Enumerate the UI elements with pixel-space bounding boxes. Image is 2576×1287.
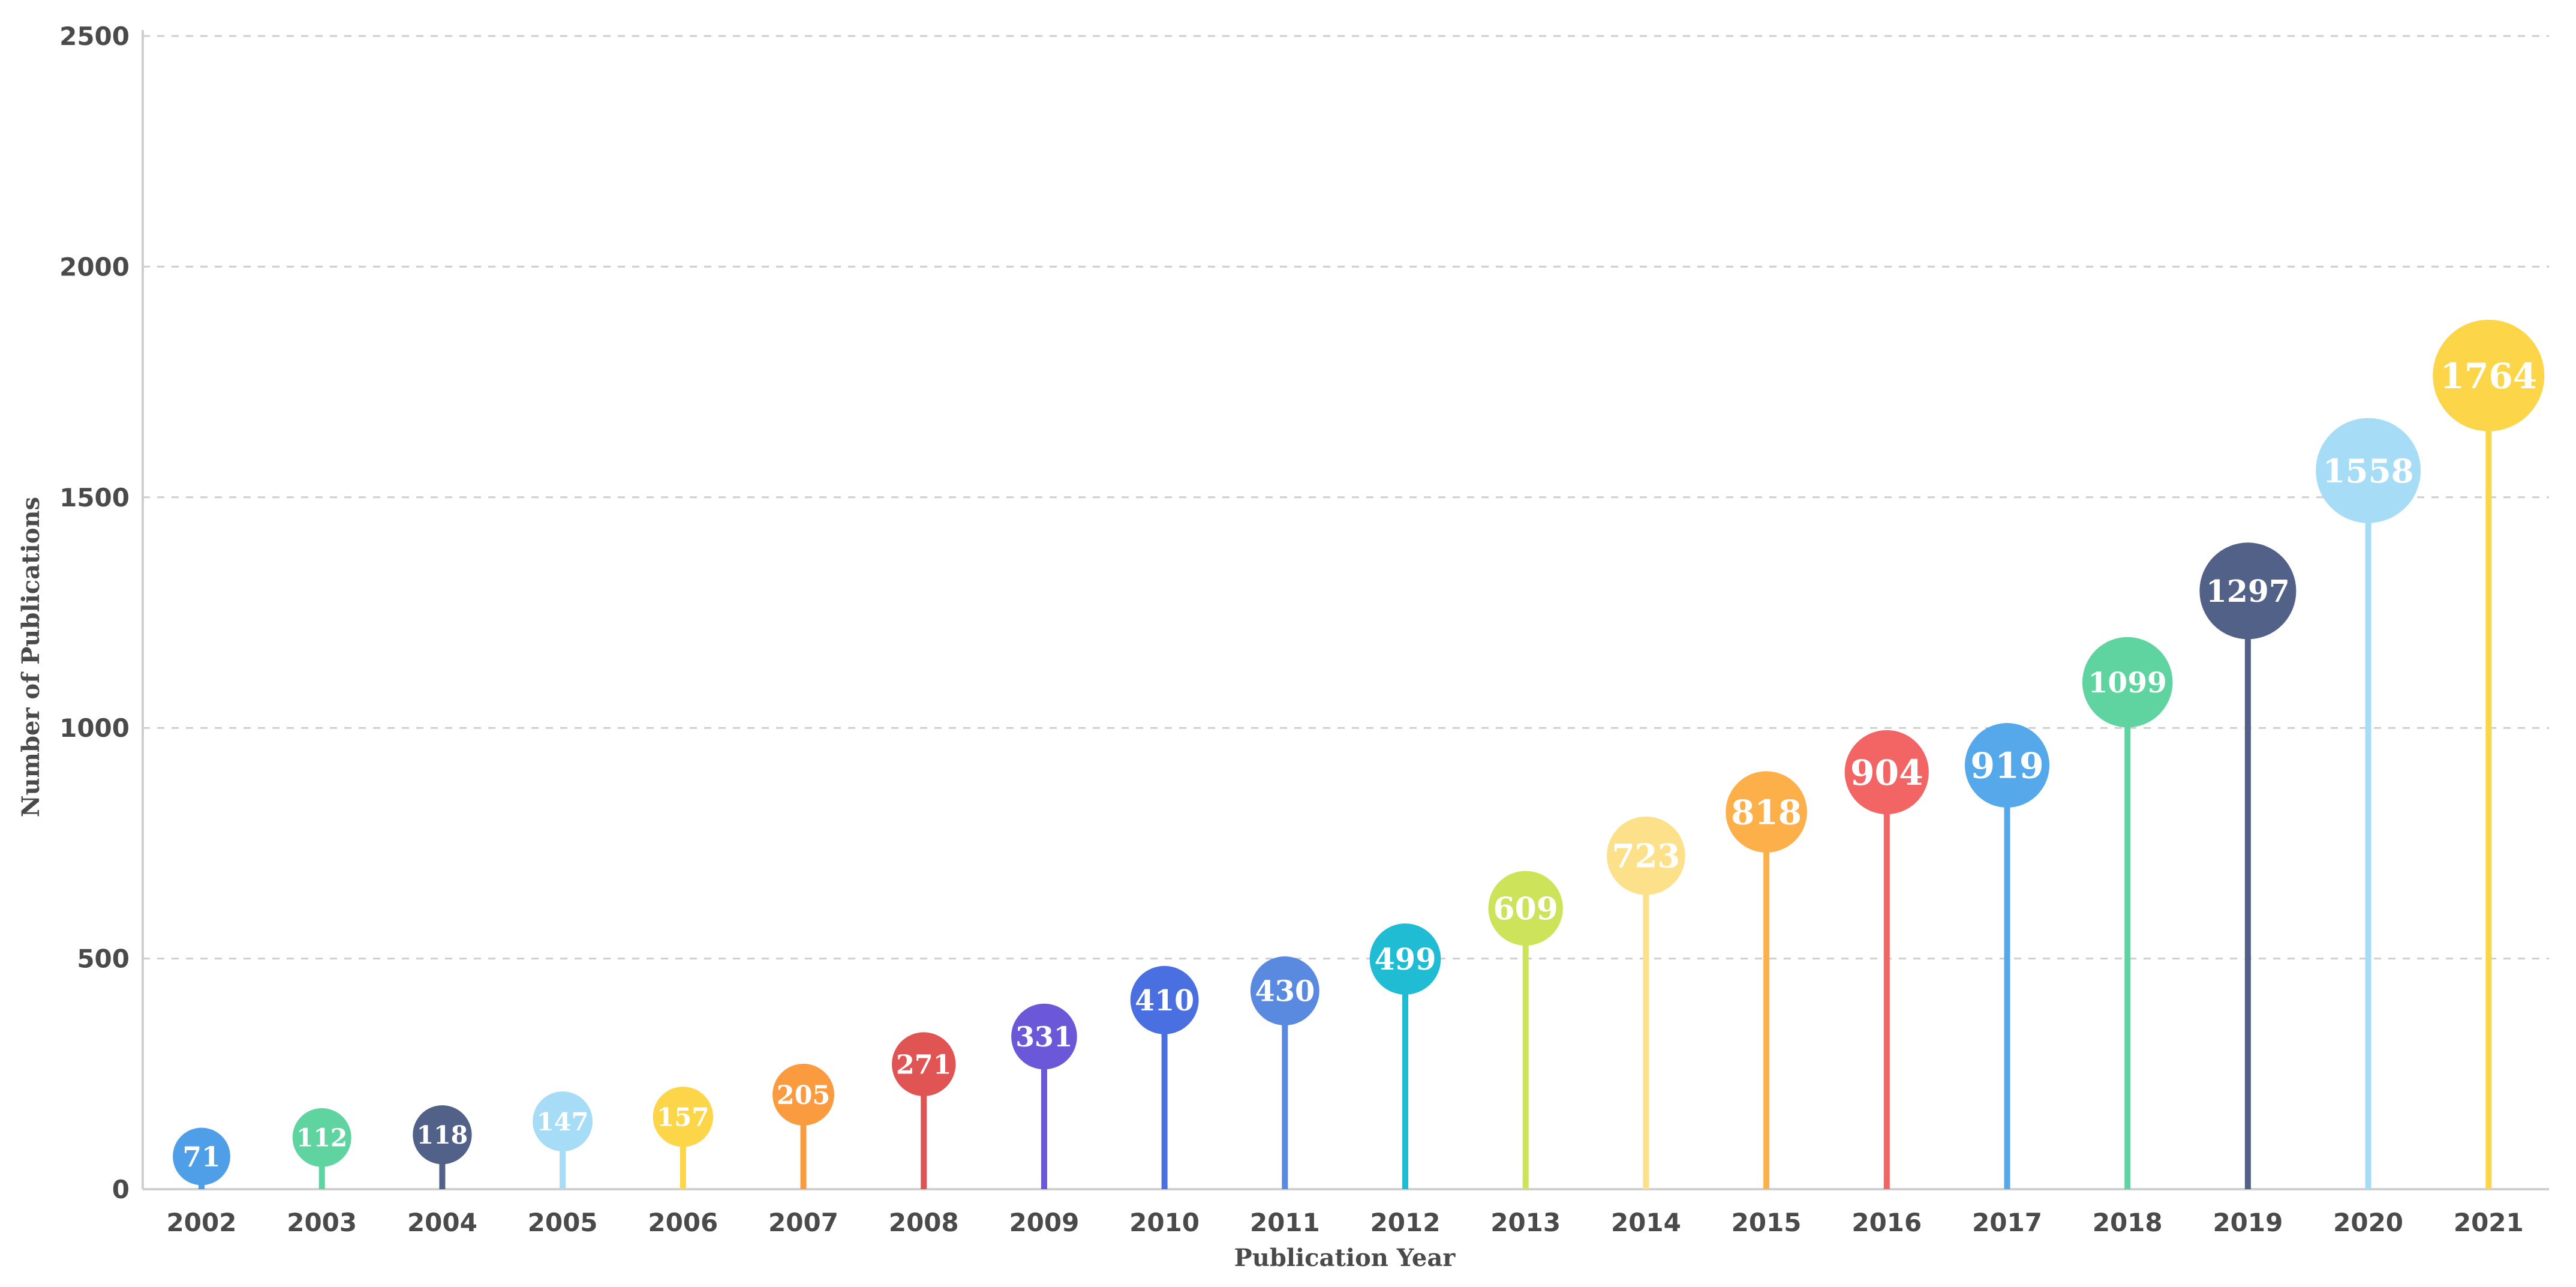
data-value-label: 1099 [2088,667,2167,700]
x-tick-label: 2020 [2333,1208,2403,1237]
x-tick-label: 2007 [768,1208,838,1237]
x-tick-label: 2011 [1250,1208,1320,1237]
data-marks: 71 112 118 147 157 205 271 331 410 430 499 609 723 81… [173,319,2545,1189]
lollipop-bubble [1130,965,1199,1034]
lollipop-bubble [2199,542,2297,640]
data-value-label: 147 [537,1107,589,1136]
y-tick-label: 1000 [59,713,130,743]
x-axis-ticks: 2002 2003 2004 2005 2006 2007 2008 2009 2010 2011… [167,1208,2524,1237]
lollipop-bubble [292,1108,351,1167]
y-tick-label: 500 [77,944,130,974]
data-value-label: 499 [1374,942,1436,977]
lollipop-bubble [1488,871,1563,946]
x-tick-label: 2008 [889,1208,959,1237]
data-value-label: 919 [1970,745,2044,787]
data-value-label: 1297 [2206,574,2290,609]
x-tick-label: 2019 [2213,1208,2283,1237]
lollipop-bubble [1844,730,1929,815]
lollipop-bubble [413,1105,472,1165]
data-value-label: 1558 [2322,452,2413,490]
lollipop-bubble [653,1087,713,1147]
x-tick-label: 2014 [1611,1208,1681,1237]
data-value-label: 71 [182,1141,220,1173]
x-tick-label: 2021 [2454,1208,2524,1237]
lollipop-bubble [2082,637,2173,728]
data-value-label: 430 [1255,975,1315,1009]
data-value-label: 118 [417,1121,468,1150]
data-value-label: 271 [896,1049,952,1081]
x-tick-label: 2010 [1129,1208,1200,1237]
data-value-label: 410 [1135,984,1194,1018]
lollipop-bubble [1250,956,1319,1025]
lollipop-bubble [891,1032,956,1096]
x-tick-label: 2013 [1490,1208,1561,1237]
data-value-label: 112 [296,1124,347,1153]
lollipop-bubble [1607,816,1685,895]
x-tick-label: 2018 [2093,1208,2163,1237]
y-axis-ticks: 0 500 1000 1500 2000 2500 [59,22,130,1204]
data-value-label: 609 [1493,890,1558,927]
x-tick-label: 2002 [167,1208,237,1237]
data-value-label: 723 [1612,837,1681,875]
data-value-label: 205 [777,1081,831,1111]
data-value-label: 1764 [2440,355,2537,397]
x-tick-label: 2012 [1370,1208,1441,1237]
x-tick-label: 2009 [1009,1208,1079,1237]
lollipop-bubble [533,1091,593,1151]
data-value-label: 904 [1850,752,1923,793]
data-value-label: 818 [1731,793,1802,832]
x-tick-label: 2016 [1851,1208,1922,1237]
x-tick-label: 2003 [287,1208,357,1237]
y-tick-label: 0 [112,1175,130,1204]
lollipop-bubble [1011,1003,1077,1070]
lollipop-bubble [773,1063,834,1126]
lollipop-bubble [2433,319,2545,431]
grid-lines [143,35,2549,960]
data-value-label: 331 [1015,1021,1072,1053]
axes [142,30,2549,1190]
y-tick-label: 2000 [59,252,130,281]
y-tick-label: 1500 [59,483,130,512]
x-tick-label: 2015 [1732,1208,1802,1237]
x-tick-label: 2006 [648,1208,718,1237]
x-tick-label: 2004 [407,1208,477,1237]
data-value-label: 157 [657,1102,709,1132]
x-axis-title: Publication Year [1234,1244,1456,1272]
lollipop-bubble [173,1127,230,1186]
lollipop-bubble [2316,418,2421,523]
lollipop-bubble [1369,923,1441,995]
x-tick-label: 2005 [528,1208,598,1237]
x-tick-label: 2017 [1972,1208,2042,1237]
lollipop-bubble [1726,771,1807,853]
y-axis-title: Number of Publications [17,497,45,817]
lollipop-bubble [1965,722,2049,808]
y-tick-label: 2500 [59,22,130,51]
